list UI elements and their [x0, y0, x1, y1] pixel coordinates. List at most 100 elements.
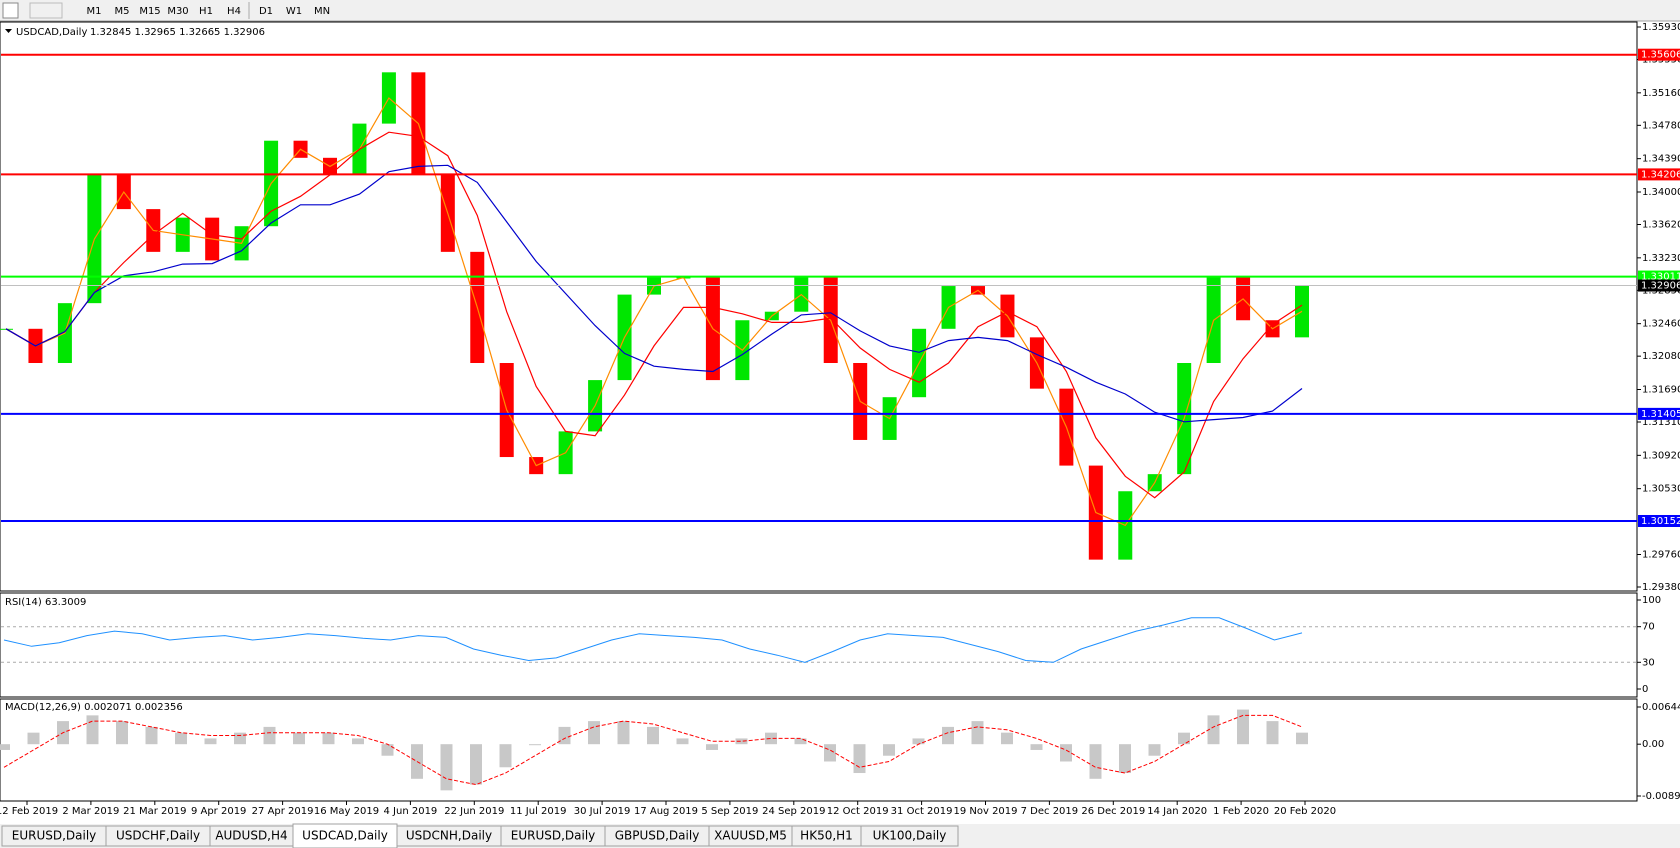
macd-bar	[145, 726, 158, 745]
macd-bar	[617, 721, 630, 745]
timeframe-button[interactable]: MN	[314, 6, 330, 17]
rsi-label: RSI(14) 63.3009	[5, 597, 86, 608]
macd-panel	[0, 698, 1638, 802]
tab-label[interactable]: HK50,H1	[800, 829, 853, 843]
chart-quote: 1.32845 1.32965 1.32665 1.32906	[90, 27, 265, 38]
timeframe-button[interactable]: M30	[167, 6, 188, 17]
macd-bar	[588, 721, 600, 745]
tab-label[interactable]: UK100,Daily	[873, 829, 947, 843]
date-label: 11 Jul 2019	[510, 806, 567, 817]
level-tag	[1638, 279, 1680, 292]
macd-bar	[175, 732, 187, 745]
macd-bar	[971, 721, 984, 745]
tab-label[interactable]: XAUUSD,M5	[714, 829, 787, 843]
price-label: 1.34390	[1642, 154, 1680, 165]
macd-label: MACD(12,26,9) 0.002071 0.002356	[5, 702, 183, 713]
macd-bar	[647, 726, 659, 745]
tab[interactable]	[292, 823, 398, 848]
tab[interactable]	[860, 825, 959, 847]
date-label: 14 Jan 2020	[1147, 806, 1207, 817]
timeframe-button[interactable]: W1	[286, 6, 302, 17]
macd-bar	[1148, 744, 1161, 756]
timeframe-button[interactable]: H1	[199, 6, 213, 17]
level-label: 1.33011	[1641, 272, 1680, 283]
tab-label[interactable]: USDCNH,Daily	[406, 829, 492, 843]
macd-bar	[558, 726, 571, 745]
moving-average	[5, 131, 1303, 499]
price-label: 1.29760	[1642, 550, 1680, 561]
timeframe-button[interactable]: M5	[115, 6, 130, 17]
rsi-axis-label: 30	[1642, 657, 1655, 668]
level-tag	[1638, 514, 1680, 527]
timeframe-button[interactable]: M1	[87, 6, 102, 17]
macd-bar	[765, 732, 777, 745]
macd-bar	[1089, 744, 1102, 779]
macd-bar	[529, 744, 541, 746]
tool-icon[interactable]	[2, 2, 19, 19]
tab-label[interactable]: EURUSD,Daily	[511, 829, 596, 843]
rsi-axis-label: 70	[1642, 622, 1655, 633]
macd-bar	[204, 738, 217, 745]
price-label: 1.35930	[1642, 22, 1680, 33]
macd-axis-label: -0.008982	[1642, 791, 1680, 802]
macd-bar	[706, 744, 718, 750]
date-label: 30 Jul 2019	[574, 806, 631, 817]
macd-bar	[1266, 721, 1279, 745]
tab-label[interactable]: USDCAD,Daily	[302, 829, 388, 843]
date-label: 19 Nov 2019	[953, 806, 1017, 817]
rsi-axis-label: 0	[1642, 684, 1648, 695]
macd-bar	[1119, 744, 1131, 774]
menu-arrow	[5, 29, 12, 33]
rsi-axis-label: 100	[1642, 595, 1661, 606]
macd-bar	[0, 744, 10, 750]
tool-icon[interactable]	[29, 2, 63, 19]
level-label: 1.30152	[1641, 516, 1680, 527]
date-label: 16 May 2019	[314, 806, 379, 817]
tab-label[interactable]: EURUSD,Daily	[12, 829, 97, 843]
price-label: 1.34780	[1642, 120, 1680, 131]
price-label: 1.31310	[1642, 417, 1680, 428]
macd-bar	[912, 738, 925, 745]
macd-bar	[234, 732, 246, 745]
macd-bar	[440, 744, 453, 791]
rsi-panel	[0, 592, 1638, 698]
macd-bar	[1060, 744, 1072, 762]
macd-bar	[86, 715, 99, 745]
date-label: 22 Jun 2019	[444, 806, 504, 817]
moving-average	[5, 97, 1303, 527]
macd-bar	[942, 726, 954, 745]
price-label: 1.30920	[1642, 450, 1680, 461]
date-label: 5 Sep 2019	[701, 806, 758, 817]
price-label: 1.32080	[1642, 351, 1680, 362]
macd-bar	[352, 738, 364, 745]
timeframe-button[interactable]: M15	[139, 6, 160, 17]
date-label: 2 Mar 2019	[62, 806, 119, 817]
price-label: 1.32460	[1642, 319, 1680, 330]
macd-bar	[499, 744, 512, 768]
level-tag	[1638, 48, 1680, 61]
level-tag	[1638, 168, 1680, 181]
macd-bar	[1207, 715, 1220, 745]
tab-label[interactable]: GBPUSD,Daily	[615, 829, 700, 843]
date-label: 21 Mar 2019	[123, 806, 186, 817]
macd-bar	[470, 744, 482, 785]
date-label: 24 Sep 2019	[762, 806, 825, 817]
level-label: 1.31405	[1641, 409, 1680, 420]
price-label: 1.31690	[1642, 385, 1680, 396]
price-label: 1.33230	[1642, 253, 1680, 264]
timeframe-button[interactable]: D1	[259, 6, 273, 17]
level-label: 1.34206	[1641, 169, 1680, 180]
level-tag	[1638, 407, 1680, 420]
date-label: 26 Dec 2019	[1081, 806, 1145, 817]
date-label: 17 Aug 2019	[634, 806, 698, 817]
tab-label[interactable]: USDCHF,Daily	[116, 829, 200, 843]
level-label: 1.35606	[1641, 50, 1680, 61]
timeframe-button[interactable]: H4	[227, 6, 241, 17]
macd-bar	[794, 738, 807, 745]
date-label: 1 Feb 2020	[1213, 806, 1269, 817]
moving-average	[5, 164, 1303, 423]
macd-bar	[853, 744, 866, 774]
date-label: 4 Jun 2019	[384, 806, 438, 817]
tab-label[interactable]: AUDUSD,H4	[215, 829, 287, 843]
